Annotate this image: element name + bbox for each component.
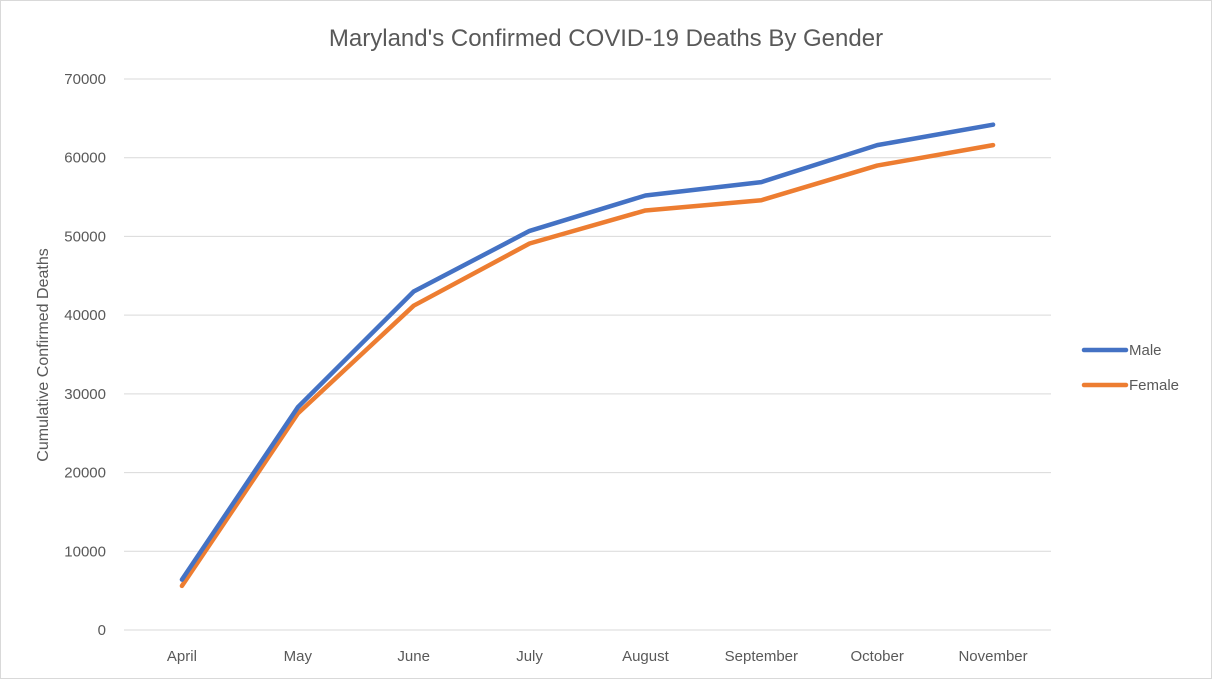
- legend-label-male: Male: [1129, 342, 1162, 359]
- chart-title: Maryland's Confirmed COVID-19 Deaths By …: [329, 25, 883, 52]
- series-line-female: [179, 142, 996, 589]
- y-tick-label: 70000: [64, 71, 106, 88]
- series-lines: [179, 122, 996, 589]
- x-axis-ticks: April May June July August September October No…: [167, 648, 1028, 665]
- y-axis-title: Cumulative Confirmed Deaths: [35, 248, 52, 461]
- x-tick-label: April: [167, 648, 197, 665]
- series-line-male: [179, 122, 996, 582]
- legend: Male Female: [1081, 342, 1179, 394]
- legend-label-female: Female: [1129, 377, 1179, 394]
- x-tick-label: July: [516, 648, 543, 665]
- y-tick-label: 0: [98, 622, 106, 639]
- gridlines: [124, 78, 1051, 631]
- x-tick-label: August: [622, 648, 670, 665]
- x-tick-label: October: [851, 648, 904, 665]
- y-axis-ticks: 0 10000 20000 30000 40000 50000 60000 70000: [64, 71, 106, 639]
- y-tick-label: 60000: [64, 150, 106, 167]
- x-tick-label: May: [284, 648, 313, 665]
- y-tick-label: 30000: [64, 386, 106, 403]
- x-tick-label: September: [725, 648, 798, 665]
- y-tick-label: 50000: [64, 228, 106, 245]
- y-tick-label: 20000: [64, 465, 106, 482]
- x-tick-label: November: [958, 648, 1027, 665]
- y-tick-label: 40000: [64, 307, 106, 324]
- x-tick-label: June: [397, 648, 430, 665]
- y-tick-label: 10000: [64, 543, 106, 560]
